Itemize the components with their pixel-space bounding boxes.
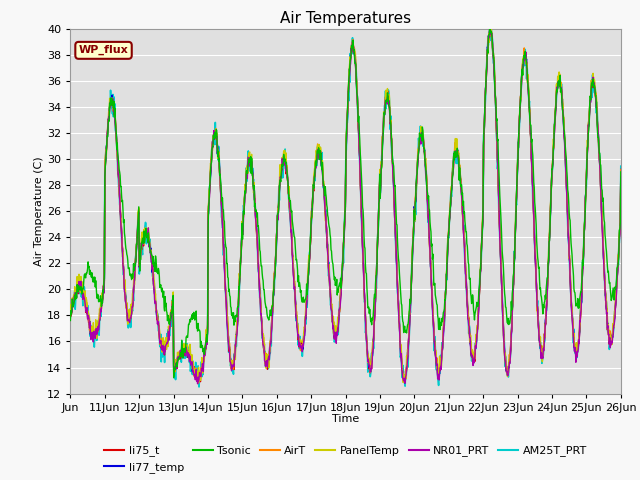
Y-axis label: Air Temperature (C): Air Temperature (C) xyxy=(35,156,44,266)
Legend: li75_t, li77_temp, Tsonic, AirT, PanelTemp, NR01_PRT, AM25T_PRT: li75_t, li77_temp, Tsonic, AirT, PanelTe… xyxy=(100,441,591,478)
X-axis label: Time: Time xyxy=(332,414,359,424)
Text: WP_flux: WP_flux xyxy=(79,45,129,56)
Title: Air Temperatures: Air Temperatures xyxy=(280,11,411,26)
